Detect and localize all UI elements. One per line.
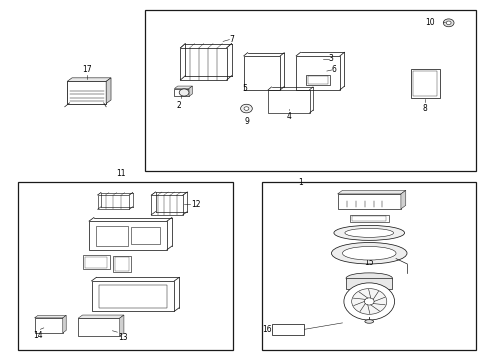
Circle shape (352, 289, 387, 314)
Text: 12: 12 (192, 200, 201, 209)
Bar (113, 256, 131, 272)
Polygon shape (120, 315, 124, 336)
Bar (78, 318, 120, 336)
Bar (130, 227, 160, 244)
Bar (346, 278, 392, 289)
Ellipse shape (365, 320, 374, 323)
Bar (411, 69, 440, 98)
Bar (19, 182, 233, 350)
Text: 17: 17 (82, 64, 92, 73)
Circle shape (241, 104, 252, 113)
Polygon shape (338, 190, 406, 194)
Ellipse shape (346, 273, 392, 284)
Ellipse shape (345, 228, 393, 237)
Polygon shape (106, 78, 111, 104)
Bar (308, 76, 328, 84)
Bar (97, 226, 128, 246)
Polygon shape (401, 190, 406, 209)
Polygon shape (78, 315, 124, 318)
Bar (262, 182, 476, 350)
Bar (34, 318, 63, 333)
Text: 9: 9 (244, 117, 249, 126)
Text: 2: 2 (177, 102, 182, 111)
Circle shape (365, 298, 374, 305)
Circle shape (443, 19, 454, 27)
Bar (272, 324, 304, 335)
Bar (67, 81, 106, 104)
Text: 1: 1 (299, 178, 303, 187)
Circle shape (344, 283, 394, 320)
Bar (338, 194, 401, 209)
Bar (180, 48, 227, 80)
Bar (98, 195, 129, 209)
Text: 6: 6 (332, 66, 337, 75)
Bar (352, 216, 386, 221)
Bar (89, 221, 167, 249)
Bar (244, 56, 280, 90)
Bar (92, 281, 174, 311)
Text: 14: 14 (33, 331, 43, 340)
Polygon shape (189, 86, 193, 96)
Bar (145, 10, 476, 171)
Polygon shape (174, 86, 193, 89)
Bar (268, 90, 310, 113)
Bar (99, 285, 167, 307)
Text: 15: 15 (365, 258, 374, 267)
Ellipse shape (331, 243, 407, 264)
Text: 5: 5 (243, 84, 247, 93)
Ellipse shape (334, 225, 405, 240)
Bar (151, 195, 183, 215)
Circle shape (446, 21, 451, 24)
Ellipse shape (343, 247, 396, 260)
Bar (116, 257, 129, 271)
Circle shape (179, 89, 189, 96)
Text: 3: 3 (329, 54, 334, 63)
Text: 7: 7 (229, 35, 234, 44)
Bar (413, 71, 438, 96)
Polygon shape (67, 78, 111, 81)
Bar (296, 56, 340, 90)
Text: 8: 8 (423, 104, 428, 113)
Text: 13: 13 (118, 333, 128, 342)
Text: 10: 10 (425, 18, 435, 27)
Circle shape (244, 107, 249, 111)
Text: 16: 16 (262, 325, 272, 334)
Bar (85, 257, 107, 267)
Bar (350, 215, 389, 222)
Bar (83, 255, 110, 269)
Text: 11: 11 (116, 169, 125, 178)
Bar (306, 75, 330, 85)
Polygon shape (63, 315, 66, 333)
Text: 4: 4 (287, 112, 291, 121)
Bar (174, 89, 189, 96)
Polygon shape (34, 315, 66, 318)
